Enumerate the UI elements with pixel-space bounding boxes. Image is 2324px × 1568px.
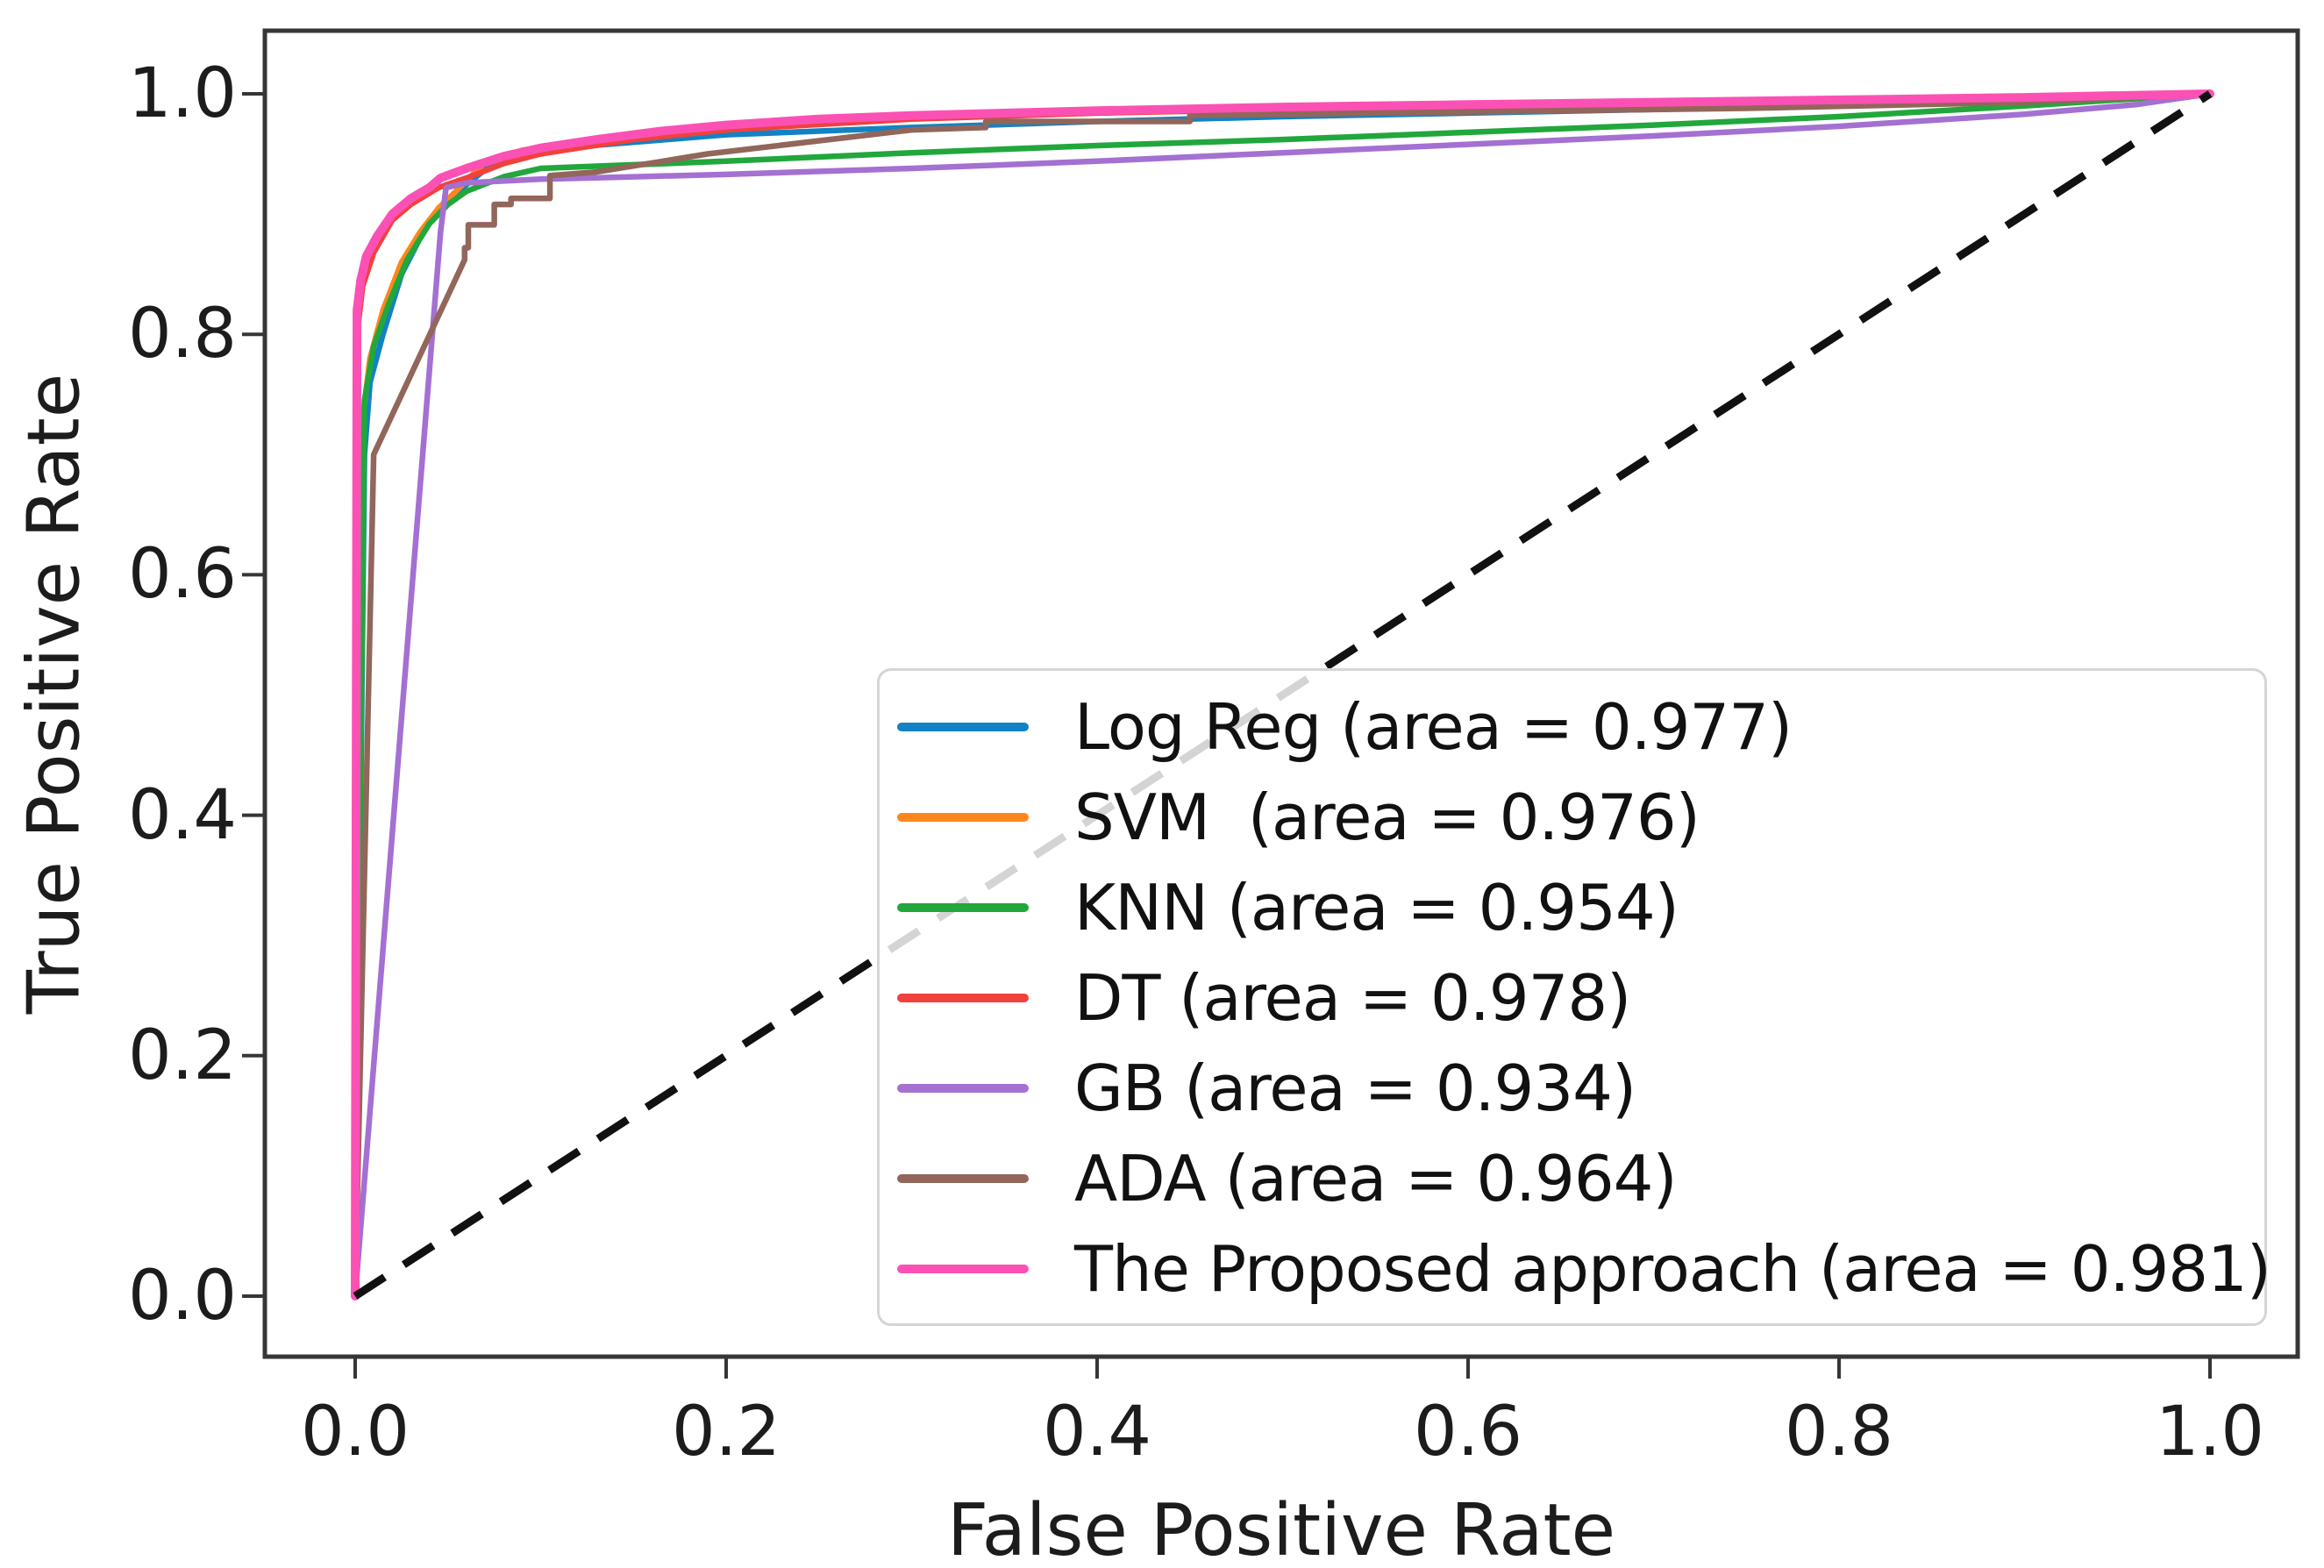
legend-item-gb: GB (area = 0.934) xyxy=(897,1043,2264,1133)
legend-label-dt: DT (area = 0.978) xyxy=(1074,960,1631,1035)
y-tick-label: 1.0 xyxy=(127,54,237,133)
legend-swatch-gb xyxy=(897,1083,1029,1093)
legend-label-knn: KNN (area = 0.954) xyxy=(1074,870,1679,944)
legend-label-gb: GB (area = 0.934) xyxy=(1074,1051,1636,1125)
legend-label-log-reg: Log Reg (area = 0.977) xyxy=(1074,689,1793,764)
x-tick-label: 0.0 xyxy=(300,1393,410,1472)
x-tick-label: 0.2 xyxy=(671,1393,781,1472)
legend-label-proposed: The Proposed approach (area = 0.981) xyxy=(1074,1231,2271,1306)
legend-swatch-dt xyxy=(897,993,1029,1002)
x-axis-label: False Positive Rate xyxy=(946,1489,1616,1568)
y-tick-label: 0.4 xyxy=(127,775,237,855)
y-tick-label: 0.6 xyxy=(127,535,237,615)
x-tick-label: 1.0 xyxy=(2155,1393,2265,1472)
legend-item-svm: SVM (area = 0.976) xyxy=(897,772,2264,862)
legend-swatch-knn xyxy=(897,902,1029,912)
legend-swatch-proposed xyxy=(897,1264,1029,1273)
y-tick-label: 0.0 xyxy=(127,1257,237,1336)
legend-label-svm: SVM (area = 0.976) xyxy=(1074,780,1700,854)
legend-item-proposed: The Proposed approach (area = 0.981) xyxy=(897,1223,2271,1314)
plot-frame xyxy=(262,28,2300,1359)
legend-item-ada: ADA (area = 0.964) xyxy=(897,1133,2264,1223)
legend-swatch-log-reg xyxy=(897,722,1029,731)
x-tick-label: 0.8 xyxy=(1784,1393,1894,1472)
roc-curve-proposed xyxy=(351,89,2214,1301)
roc-curve-knn xyxy=(352,90,2214,1300)
roc-curve-ada xyxy=(352,90,2214,1300)
legend-item-log-reg: Log Reg (area = 0.977) xyxy=(897,681,2264,772)
y-tick-label: 0.2 xyxy=(127,1016,237,1095)
legend-swatch-ada xyxy=(897,1173,1029,1183)
legend-box: Log Reg (area = 0.977) SVM (area = 0.976)… xyxy=(877,668,2271,1326)
x-tick-label: 0.4 xyxy=(1042,1393,1152,1472)
legend-item-knn: KNN (area = 0.954) xyxy=(897,862,2264,952)
y-axis-label: True Positive Rate xyxy=(12,373,96,1015)
y-tick-label: 0.8 xyxy=(127,295,237,374)
legend-item-dt: DT (area = 0.978) xyxy=(897,952,2264,1043)
legend-label-ada: ADA (area = 0.964) xyxy=(1074,1141,1678,1215)
legend-swatch-svm xyxy=(897,812,1029,822)
x-tick-label: 0.6 xyxy=(1413,1393,1523,1472)
roc-curve-gb xyxy=(352,90,2214,1300)
